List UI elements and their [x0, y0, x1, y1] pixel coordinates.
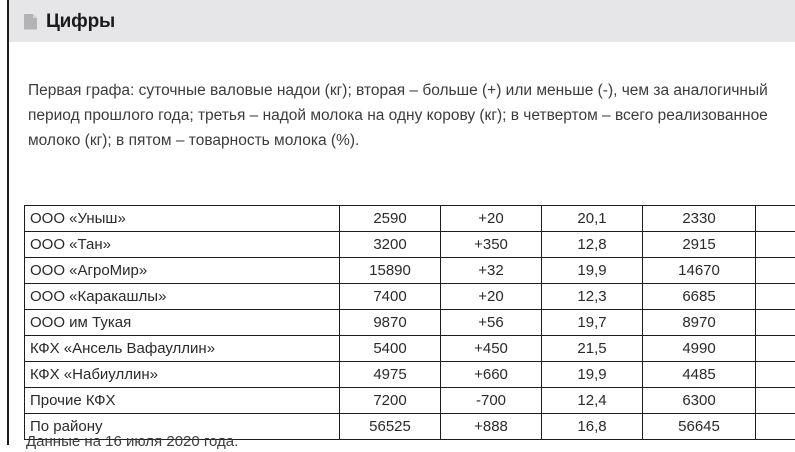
- cell-yield-per-cow: 12,8: [542, 232, 643, 258]
- cell-milk-sold: 8970: [643, 310, 756, 336]
- cell-gross-yield: 3200: [340, 232, 441, 258]
- cell-yield-per-cow: 12,4: [542, 388, 643, 414]
- document-icon: [24, 14, 37, 30]
- cell-milk-sold: 6300: [643, 388, 756, 414]
- cell-milk-sold: 4485: [643, 362, 756, 388]
- cell-gross-yield: 7200: [340, 388, 441, 414]
- cell-farm-name: ООО «Тан»: [25, 232, 340, 258]
- cell-delta: +888: [441, 414, 542, 440]
- cell-farm-name: ООО «АгроМир»: [25, 258, 340, 284]
- cell-farm-name: ООО «Каракашлы»: [25, 284, 340, 310]
- cell-milk-sold: 4990: [643, 336, 756, 362]
- cell-marketability: 92: [756, 336, 795, 362]
- cell-gross-yield: 9870: [340, 310, 441, 336]
- table-row: ООО «Уныш» 2590 +20 20,1 2330 90: [25, 206, 795, 232]
- left-accent-rule: [7, 0, 9, 445]
- cell-gross-yield: 7400: [340, 284, 441, 310]
- cell-marketability: 90: [756, 362, 795, 388]
- table-row: ООО «АгроМир» 15890 +32 19,9 14670 92: [25, 258, 795, 284]
- section-header: Цифры: [9, 0, 795, 42]
- cell-gross-yield: 15890: [340, 258, 441, 284]
- cell-farm-name: КФХ «Набиуллин»: [25, 362, 340, 388]
- data-date-footnote: Данные на 16 июля 2020 года.: [26, 432, 238, 452]
- cell-gross-yield: 2590: [340, 206, 441, 232]
- cell-yield-per-cow: 12,3: [542, 284, 643, 310]
- cell-yield-per-cow: 21,5: [542, 336, 643, 362]
- cell-yield-per-cow: 20,1: [542, 206, 643, 232]
- table-body: ООО «Уныш» 2590 +20 20,1 2330 90 ООО «Та…: [25, 206, 795, 440]
- cell-milk-sold: 14670: [643, 258, 756, 284]
- cell-delta: +450: [441, 336, 542, 362]
- cell-marketability: 91: [756, 232, 795, 258]
- intro-paragraph: Первая графа: суточные валовые надои (кг…: [28, 78, 780, 153]
- cell-delta: +20: [441, 206, 542, 232]
- table-row: ООО «Каракашлы» 7400 +20 12,3 6685 90: [25, 284, 795, 310]
- cell-delta: -700: [441, 388, 542, 414]
- cell-delta: +56: [441, 310, 542, 336]
- cell-milk-sold: 56645: [643, 414, 756, 440]
- cell-delta: +32: [441, 258, 542, 284]
- milk-yield-table: ООО «Уныш» 2590 +20 20,1 2330 90 ООО «Та…: [24, 205, 795, 440]
- cell-yield-per-cow: 19,9: [542, 362, 643, 388]
- table-row: Прочие КФХ 7200 -700 12,4 6300 88: [25, 388, 795, 414]
- cell-farm-name: Прочие КФХ: [25, 388, 340, 414]
- cell-farm-name: ООО «Уныш»: [25, 206, 340, 232]
- cell-delta: +350: [441, 232, 542, 258]
- table-row: КФХ «Ансель Вафауллин» 5400 +450 21,5 49…: [25, 336, 795, 362]
- cell-yield-per-cow: 19,9: [542, 258, 643, 284]
- cell-marketability: 91: [756, 414, 795, 440]
- page-title: Цифры: [46, 12, 115, 31]
- cell-marketability: 88: [756, 388, 795, 414]
- cell-gross-yield: 5400: [340, 336, 441, 362]
- milk-yield-table-wrapper: ООО «Уныш» 2590 +20 20,1 2330 90 ООО «Та…: [24, 205, 785, 440]
- cell-marketability: 90: [756, 206, 795, 232]
- cell-farm-name: ООО им Тукая: [25, 310, 340, 336]
- cell-yield-per-cow: 19,7: [542, 310, 643, 336]
- cell-delta: +660: [441, 362, 542, 388]
- cell-yield-per-cow: 16,8: [542, 414, 643, 440]
- cell-gross-yield: 56525: [340, 414, 441, 440]
- cell-marketability: 92: [756, 258, 795, 284]
- table-row: КФХ «Набиуллин» 4975 +660 19,9 4485 90: [25, 362, 795, 388]
- table-row: ООО им Тукая 9870 +56 19,7 8970 91: [25, 310, 795, 336]
- cell-gross-yield: 4975: [340, 362, 441, 388]
- cell-milk-sold: 6685: [643, 284, 756, 310]
- cell-marketability: 91: [756, 310, 795, 336]
- cell-milk-sold: 2330: [643, 206, 756, 232]
- cell-milk-sold: 2915: [643, 232, 756, 258]
- cell-farm-name: КФХ «Ансель Вафауллин»: [25, 336, 340, 362]
- cell-delta: +20: [441, 284, 542, 310]
- table-row: ООО «Тан» 3200 +350 12,8 2915 91: [25, 232, 795, 258]
- cell-marketability: 90: [756, 284, 795, 310]
